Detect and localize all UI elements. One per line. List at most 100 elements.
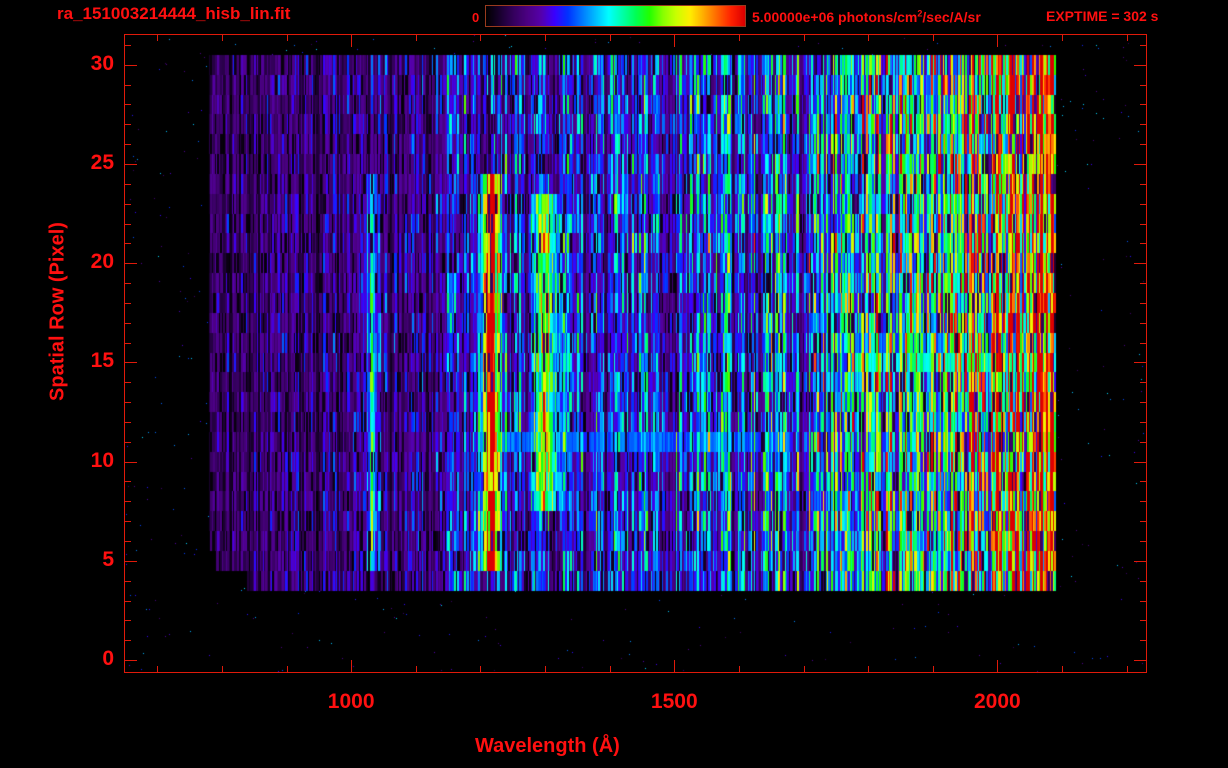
x-minor-tick-top (804, 34, 805, 41)
y-major-tick (124, 561, 137, 562)
x-minor-tick (545, 666, 546, 673)
x-major-tick (674, 660, 675, 673)
y-minor-tick-right (1140, 303, 1147, 304)
y-minor-tick-right (1140, 243, 1147, 244)
y-minor-tick (124, 224, 131, 225)
x-minor-tick-top (1127, 34, 1128, 41)
y-minor-tick-right (1140, 184, 1147, 185)
y-minor-tick-right (1140, 481, 1147, 482)
x-major-tick-top (674, 34, 675, 47)
x-minor-tick-top (610, 34, 611, 41)
x-tick-label: 2000 (974, 690, 1021, 713)
y-minor-tick-right (1140, 501, 1147, 502)
colorbar-frame (485, 5, 746, 27)
y-minor-tick (124, 501, 131, 502)
x-axis-label: Wavelength (Å) (475, 735, 620, 757)
y-major-tick (124, 164, 137, 165)
colorbar-min-label: 0 (472, 10, 480, 25)
y-minor-tick (124, 184, 131, 185)
x-tick-label: 1000 (327, 690, 375, 713)
y-minor-tick (124, 144, 131, 145)
y-major-tick-right (1134, 462, 1147, 463)
x-minor-tick-top (739, 34, 740, 41)
file-title: ra_151003214444_hisb_lin.fit (57, 4, 291, 23)
y-minor-tick-right (1140, 124, 1147, 125)
y-tick-label: 15 (90, 349, 114, 373)
y-minor-tick-right (1140, 521, 1147, 522)
x-minor-tick-top (1062, 34, 1063, 41)
y-minor-tick (124, 640, 131, 641)
x-minor-tick-top (933, 34, 934, 41)
y-minor-tick-right (1140, 382, 1147, 383)
x-minor-tick-top (545, 34, 546, 41)
x-minor-tick (480, 666, 481, 673)
y-minor-tick-right (1140, 402, 1147, 403)
x-minor-tick (868, 666, 869, 673)
y-major-tick-right (1134, 561, 1147, 562)
y-major-tick (124, 263, 137, 264)
y-minor-tick (124, 481, 131, 482)
x-major-tick (997, 660, 998, 673)
spectrum-heatmap (125, 35, 1146, 672)
y-minor-tick (124, 581, 131, 582)
y-tick-label: 0 (102, 647, 114, 671)
y-minor-tick-right (1140, 224, 1147, 225)
y-major-tick-right (1134, 164, 1147, 165)
y-minor-tick (124, 85, 131, 86)
y-minor-tick-right (1140, 104, 1147, 105)
x-major-tick-top (351, 34, 352, 47)
y-tick-label: 25 (90, 150, 114, 174)
y-major-tick-right (1134, 65, 1147, 66)
y-minor-tick-right (1140, 541, 1147, 542)
plot-area (124, 34, 1147, 673)
y-minor-tick-right (1140, 620, 1147, 621)
y-minor-tick (124, 303, 131, 304)
y-minor-tick-right (1140, 204, 1147, 205)
x-minor-tick (933, 666, 934, 673)
y-minor-tick (124, 243, 131, 244)
x-minor-tick-top (868, 34, 869, 41)
y-minor-tick (124, 620, 131, 621)
x-minor-tick-top (287, 34, 288, 41)
y-minor-tick (124, 204, 131, 205)
y-minor-tick-right (1140, 144, 1147, 145)
y-major-tick (124, 362, 137, 363)
y-minor-tick (124, 343, 131, 344)
y-minor-tick (124, 601, 131, 602)
y-major-tick-right (1134, 362, 1147, 363)
y-minor-tick (124, 521, 131, 522)
x-minor-tick (222, 666, 223, 673)
x-minor-tick-top (157, 34, 158, 41)
x-major-tick (351, 660, 352, 673)
intensity-colorbar (486, 6, 745, 26)
y-minor-tick-right (1140, 343, 1147, 344)
x-minor-tick (804, 666, 805, 673)
x-minor-tick (610, 666, 611, 673)
y-minor-tick (124, 323, 131, 324)
y-axis-label: Spatial Row (Pixel) (46, 222, 69, 401)
x-minor-tick (287, 666, 288, 673)
y-minor-tick-right (1140, 581, 1147, 582)
colorbar-max-prefix: 5.00000e+06 photons/cm (752, 9, 918, 25)
y-major-tick-right (1134, 263, 1147, 264)
x-minor-tick-top (480, 34, 481, 41)
y-minor-tick (124, 382, 131, 383)
exposure-time-label: EXPTIME = 302 s (1046, 8, 1159, 24)
y-minor-tick-right (1140, 601, 1147, 602)
y-minor-tick (124, 442, 131, 443)
x-tick-label: 1500 (650, 690, 698, 713)
y-minor-tick (124, 124, 131, 125)
y-tick-label: 30 (90, 51, 114, 75)
y-minor-tick-right (1140, 45, 1147, 46)
y-minor-tick-right (1140, 422, 1147, 423)
x-minor-tick (1062, 666, 1063, 673)
x-major-tick-top (997, 34, 998, 47)
y-major-tick (124, 660, 137, 661)
y-major-tick (124, 462, 137, 463)
x-minor-tick (1127, 666, 1128, 673)
colorbar-max-suffix: /sec/A/sr (922, 9, 981, 25)
y-tick-label: 10 (90, 448, 114, 472)
y-minor-tick (124, 402, 131, 403)
x-minor-tick-top (222, 34, 223, 41)
